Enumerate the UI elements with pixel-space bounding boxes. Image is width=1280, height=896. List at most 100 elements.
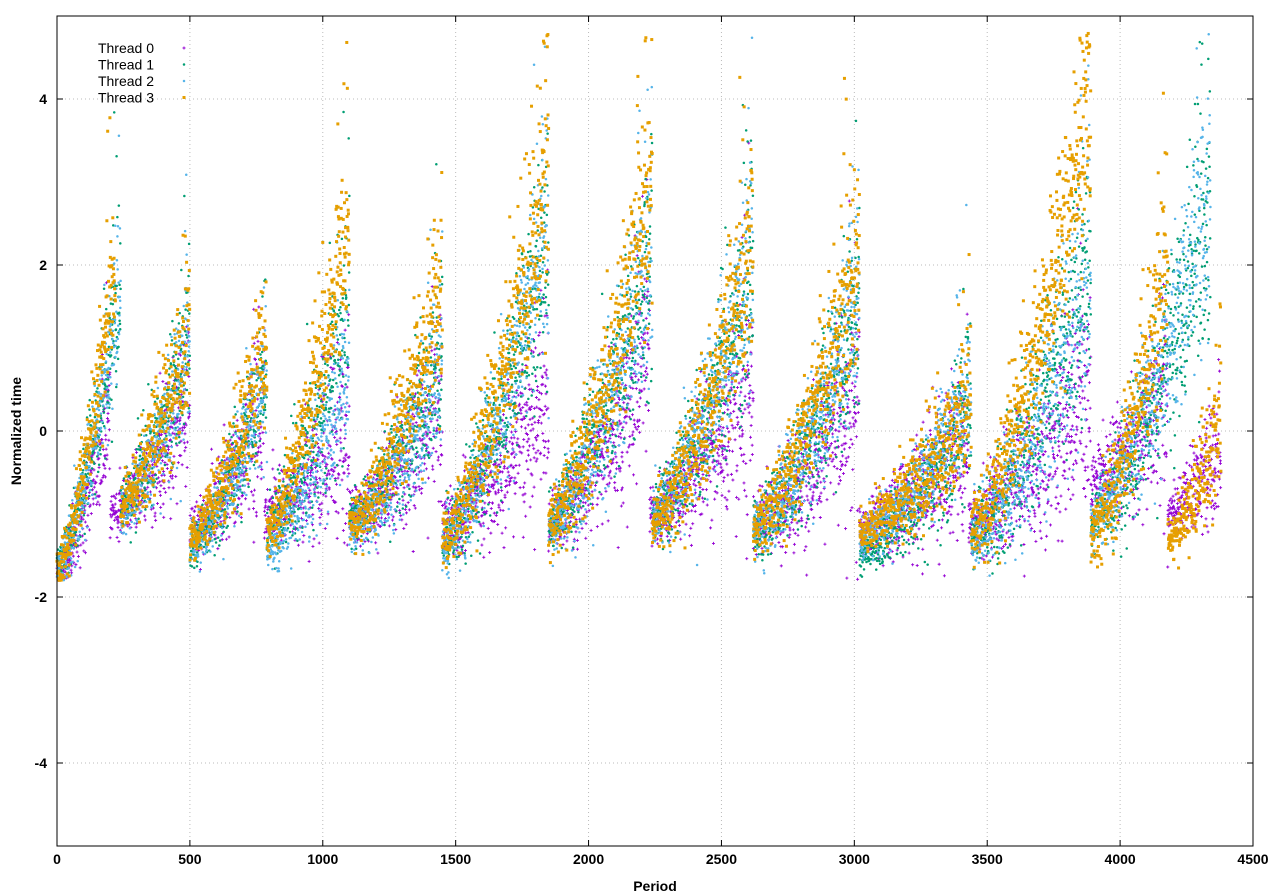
data-point — [319, 491, 323, 495]
data-point — [257, 305, 261, 309]
data-point — [210, 447, 214, 451]
data-point — [1077, 394, 1081, 398]
data-point — [1051, 446, 1055, 450]
data-point — [1009, 516, 1013, 520]
data-point — [512, 450, 516, 454]
data-point — [911, 563, 915, 567]
data-point — [969, 502, 973, 506]
data-point — [519, 425, 523, 429]
data-point — [517, 463, 521, 467]
data-point — [507, 483, 511, 487]
data-point — [804, 545, 808, 549]
data-point — [183, 432, 187, 436]
data-point — [1071, 493, 1075, 497]
data-point — [301, 540, 305, 544]
data-point — [104, 433, 108, 437]
data-point — [844, 527, 848, 531]
data-point — [951, 530, 955, 534]
data-point — [839, 422, 843, 426]
data-point — [333, 435, 337, 439]
data-point — [1083, 465, 1087, 469]
data-point — [701, 472, 705, 476]
data-point — [808, 487, 812, 491]
data-point — [515, 441, 519, 445]
data-point — [812, 516, 816, 520]
data-point — [344, 521, 348, 525]
data-point — [937, 394, 941, 398]
data-point — [486, 526, 490, 530]
data-point — [632, 418, 636, 422]
data-point — [529, 429, 533, 433]
data-point — [648, 530, 652, 534]
data-point — [528, 444, 532, 448]
data-point — [162, 515, 166, 519]
data-point — [677, 523, 681, 527]
data-point — [897, 544, 901, 548]
data-point — [1078, 401, 1082, 405]
data-point — [733, 438, 737, 442]
data-point — [615, 488, 619, 492]
data-point — [526, 448, 530, 452]
data-point — [1056, 502, 1060, 506]
data-point — [645, 279, 649, 283]
data-point — [347, 404, 351, 408]
data-point — [951, 444, 955, 448]
data-point — [721, 479, 725, 483]
data-point — [391, 515, 395, 519]
data-point — [158, 490, 162, 494]
data-point — [851, 398, 855, 402]
data-point — [568, 475, 572, 479]
data-point — [1049, 523, 1053, 527]
data-point — [805, 494, 809, 498]
data-point — [725, 498, 729, 502]
data-point — [600, 522, 604, 526]
data-point — [184, 423, 188, 427]
data-point — [1067, 467, 1071, 471]
data-point — [1039, 485, 1043, 489]
data-point — [816, 502, 820, 506]
data-point — [263, 509, 267, 513]
data-point — [104, 438, 108, 442]
data-point — [739, 447, 743, 451]
data-point — [327, 469, 331, 473]
data-point — [711, 541, 715, 545]
data-point — [621, 460, 625, 464]
data-point — [1090, 468, 1094, 472]
data-point — [404, 522, 408, 526]
data-point — [247, 507, 251, 511]
data-point — [406, 501, 410, 505]
data-point — [811, 490, 815, 494]
data-point — [536, 385, 540, 389]
data-point — [493, 519, 497, 523]
data-point — [1049, 436, 1053, 440]
data-point — [1017, 518, 1021, 522]
data-point — [534, 346, 538, 350]
data-point — [98, 494, 102, 498]
data-point — [784, 550, 788, 554]
data-point — [489, 531, 493, 535]
data-point — [846, 405, 850, 409]
data-point — [707, 474, 711, 478]
data-point — [427, 476, 431, 480]
data-point — [745, 323, 749, 327]
data-point — [1109, 421, 1113, 425]
data-point — [650, 544, 654, 548]
data-point — [853, 384, 857, 388]
data-point — [619, 504, 623, 508]
data-point — [1097, 457, 1101, 461]
data-point — [117, 509, 121, 513]
data-point — [168, 438, 172, 442]
data-point — [1064, 403, 1068, 407]
data-point — [114, 510, 118, 514]
data-point — [950, 367, 954, 371]
data-point — [849, 437, 853, 441]
data-point — [1084, 407, 1088, 411]
data-point — [679, 537, 683, 541]
data-point — [834, 428, 838, 432]
data-point — [628, 435, 632, 439]
data-point — [1049, 504, 1053, 508]
data-point — [1045, 534, 1049, 538]
data-point — [521, 445, 525, 449]
data-point — [503, 495, 507, 499]
data-point — [1028, 523, 1032, 527]
